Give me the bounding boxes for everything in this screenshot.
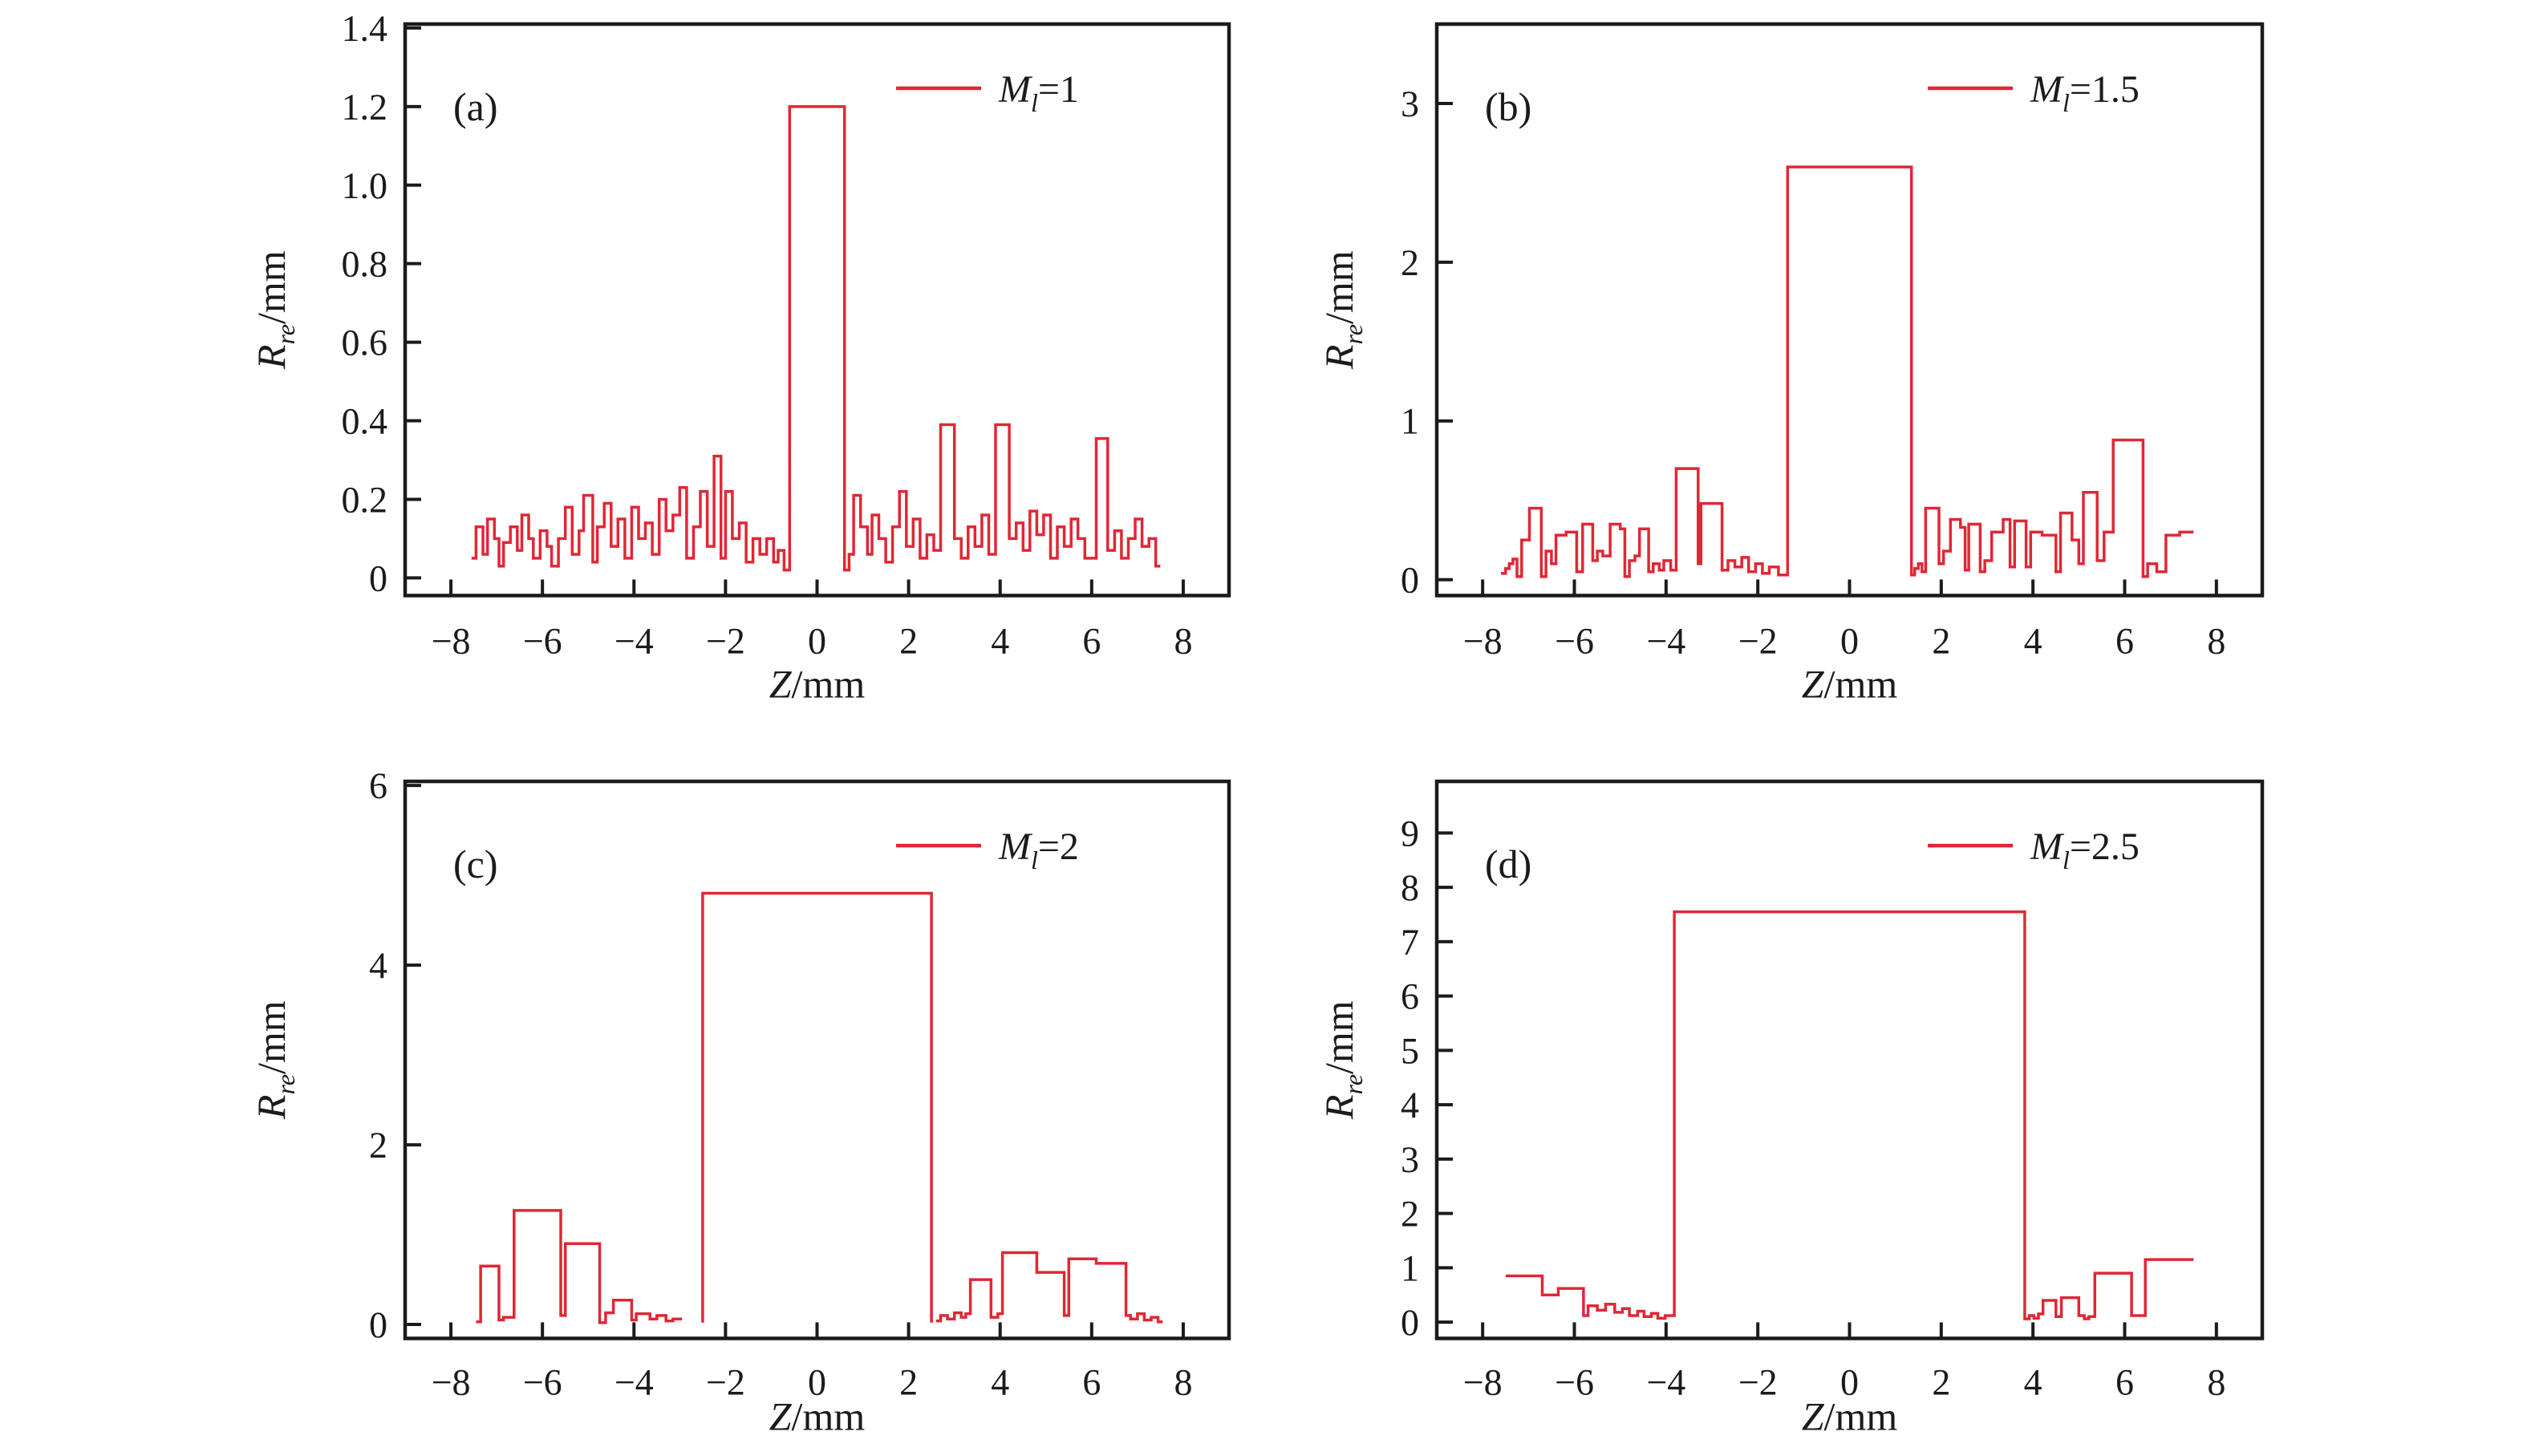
y-tick-label: 6 xyxy=(369,765,387,806)
x-tick-label: 0 xyxy=(808,1361,826,1402)
x-tick-label: −8 xyxy=(1463,1361,1503,1402)
x-tick-label: 2 xyxy=(1932,620,1950,661)
x-tick-label: 8 xyxy=(1174,1361,1192,1402)
y-tick-label: 0 xyxy=(1401,560,1419,601)
y-axis-label: Rre/mm xyxy=(249,1000,300,1120)
y-tick-label: 1 xyxy=(1401,401,1419,442)
panel-b: −8 −6 −4 −2 0 2 4 6 8 0 1 2 3 (b) Ml=1.5 Z/mm Rre/mm xyxy=(1264,0,2527,728)
x-tick-label: 4 xyxy=(991,620,1009,661)
y-tick-label: 2 xyxy=(1401,1193,1419,1234)
x-axis-label: Z/mm xyxy=(769,661,866,706)
x-tick-label: 6 xyxy=(2115,620,2134,661)
panel-label: (b) xyxy=(1485,84,1531,129)
x-tick-label: 2 xyxy=(1932,1361,1950,1402)
x-tick-label: 6 xyxy=(2115,1361,2134,1402)
x-tick-label: −4 xyxy=(1646,620,1685,661)
x-tick-label: 0 xyxy=(1840,620,1859,661)
y-tick-label: 1 xyxy=(1401,1247,1419,1288)
x-tick-label: 4 xyxy=(2024,1361,2042,1402)
x-tick-label: −6 xyxy=(523,1361,562,1402)
x-tick-label: −8 xyxy=(432,1361,471,1402)
x-axis-label: Z/mm xyxy=(769,1393,866,1438)
x-tick-label: 4 xyxy=(991,1361,1009,1402)
y-axis-label: Rre/mm xyxy=(249,250,300,370)
panel-a-plot: −8 −6 −4 −2 0 2 4 6 8 0 0.2 0.4 0.6 0.8 1.0 1.2 1.4 (a) Ml… xyxy=(249,8,1231,706)
panel-c: −8 −6 −4 −2 0 2 4 6 8 0 2 4 6 (c) Ml=2 Z/mm Rre/mm xyxy=(0,728,1264,1456)
x-tick-label: −6 xyxy=(1555,620,1594,661)
y-tick-label: 7 xyxy=(1401,921,1419,962)
panel-d-plot: −8 −6 −4 −2 0 2 4 6 8 0 1 2 3 4 5 6 7 8 9 (d) Ml=2.5 Z/mm Rre/… xyxy=(1316,779,2265,1438)
y-tick-label: 5 xyxy=(1401,1030,1419,1071)
x-tick-label: 0 xyxy=(808,620,826,661)
x-tick-label: 2 xyxy=(899,1361,918,1402)
y-tick-label: 0.8 xyxy=(342,244,387,285)
y-tick-label: 0 xyxy=(369,1304,387,1345)
panel-label: (d) xyxy=(1485,842,1531,886)
x-tick-label: −8 xyxy=(432,620,471,661)
x-tick-label: 6 xyxy=(1082,1361,1101,1402)
y-tick-label: 4 xyxy=(369,945,387,986)
y-tick-label: 0.6 xyxy=(342,322,387,363)
plot-frame xyxy=(403,22,1231,598)
y-tick-label: 9 xyxy=(1401,813,1419,854)
panel-d: −8 −6 −4 −2 0 2 4 6 8 0 1 2 3 4 5 6 7 8 9 (d) Ml=2.5 Z/mm Rre/… xyxy=(1264,728,2527,1456)
x-tick-label: −2 xyxy=(1738,1361,1778,1402)
x-axis-label: Z/mm xyxy=(1802,1393,1898,1438)
panel-label: (c) xyxy=(453,842,497,886)
panel-a: −8 −6 −4 −2 0 2 4 6 8 0 0.2 0.4 0.6 0.8 1.0 1.2 1.4 (a) Ml… xyxy=(0,0,1264,728)
y-tick-label: 0 xyxy=(369,558,387,598)
x-tick-label: −2 xyxy=(706,1361,745,1402)
data-series xyxy=(471,105,1161,572)
y-tick-label: 3 xyxy=(1401,83,1419,124)
y-axis-label: Rre/mm xyxy=(1316,250,1368,370)
x-tick-label: −4 xyxy=(615,620,654,661)
data-series xyxy=(1505,910,2194,1320)
legend-label: Ml=1.5 xyxy=(2030,68,2140,117)
x-tick-label: −2 xyxy=(706,620,745,661)
y-tick-label: 4 xyxy=(1401,1085,1419,1125)
x-tick-label: −8 xyxy=(1463,620,1503,661)
data-series xyxy=(1501,165,2194,578)
y-tick-label: 8 xyxy=(1401,867,1419,908)
x-tick-label: −6 xyxy=(523,620,562,661)
panel-c-plot: −8 −6 −4 −2 0 2 4 6 8 0 2 4 6 (c) Ml=2 Z/mm Rre/mm xyxy=(249,765,1231,1438)
plot-frame xyxy=(403,779,1231,1340)
y-tick-label: 6 xyxy=(1401,975,1419,1016)
x-tick-label: 8 xyxy=(2207,1361,2225,1402)
y-tick-label: 1.0 xyxy=(342,165,387,206)
data-series xyxy=(476,1208,683,1324)
x-tick-label: −2 xyxy=(1738,620,1778,661)
legend-label: Ml=2.5 xyxy=(2030,825,2140,874)
x-tick-label: −6 xyxy=(1555,1361,1594,1402)
x-tick-label: −4 xyxy=(1646,1361,1685,1402)
y-tick-label: 0 xyxy=(1401,1302,1419,1343)
panel-b-plot: −8 −6 −4 −2 0 2 4 6 8 0 1 2 3 (b) Ml=1.5 Z/mm Rre/mm xyxy=(1316,22,2265,706)
data-series xyxy=(935,1251,1163,1323)
y-tick-label: 1.2 xyxy=(342,87,387,128)
x-axis-label: Z/mm xyxy=(1802,661,1898,706)
x-tick-label: −4 xyxy=(615,1361,654,1402)
x-tick-label: 8 xyxy=(2207,620,2225,661)
y-tick-label: 1.4 xyxy=(342,8,387,49)
x-tick-label: 6 xyxy=(1082,620,1101,661)
y-tick-label: 0.2 xyxy=(342,479,387,520)
legend-label: Ml=2 xyxy=(998,825,1079,874)
y-tick-label: 0.4 xyxy=(342,401,387,442)
x-tick-label: 0 xyxy=(1840,1361,1859,1402)
y-tick-label: 2 xyxy=(1401,242,1419,283)
legend-label: Ml=1 xyxy=(998,68,1079,117)
y-axis-label: Rre/mm xyxy=(1316,1000,1368,1120)
y-tick-label: 2 xyxy=(369,1125,387,1166)
panel-label: (a) xyxy=(453,84,497,129)
data-series xyxy=(701,891,933,1323)
y-tick-label: 3 xyxy=(1401,1138,1419,1179)
x-tick-label: 2 xyxy=(899,620,918,661)
x-tick-label: 4 xyxy=(2024,620,2042,661)
x-tick-label: 8 xyxy=(1174,620,1192,661)
